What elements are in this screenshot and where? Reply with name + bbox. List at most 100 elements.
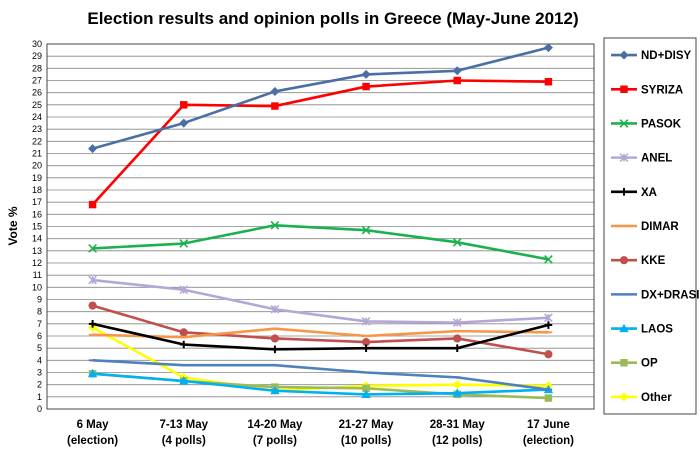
x-tick-label: (4 polls) [162, 435, 206, 447]
data-point [179, 340, 188, 349]
series-kke [88, 301, 553, 359]
series-nd-disy [88, 43, 553, 154]
legend-label: ND+DISY [641, 50, 691, 62]
x-tick-label: 14-20 May [247, 419, 303, 431]
y-tick-label: 14 [32, 234, 42, 244]
legend-label: DIMAR [641, 221, 679, 233]
x-tick-label: (election) [523, 435, 574, 447]
data-point [453, 76, 461, 85]
chart-title: Election results and opinion polls in Gr… [87, 9, 578, 28]
series-line [92, 372, 549, 396]
x-tick-label: 28-31 May [430, 419, 486, 431]
data-point [88, 144, 98, 154]
legend-item: KKE [611, 255, 666, 267]
legend-label: LAOS [641, 324, 673, 336]
data-point [619, 119, 629, 128]
data-point [544, 350, 553, 359]
data-point [453, 334, 462, 343]
series-line [92, 46, 549, 150]
data-point [88, 275, 97, 285]
data-point [452, 66, 462, 76]
data-point [544, 321, 553, 329]
y-tick-label: 24 [32, 112, 42, 122]
series-other [88, 322, 553, 396]
y-tick-label: 17 [32, 197, 42, 207]
data-point [270, 304, 280, 314]
data-point [619, 323, 629, 333]
y-tick-label: 23 [32, 124, 42, 134]
y-tick-label: 16 [32, 209, 42, 219]
legend-item: DX+DRASI [611, 289, 699, 301]
data-point [179, 328, 188, 337]
data-point [361, 389, 371, 398]
y-tick-label: 10 [32, 282, 42, 292]
legend-item: LAOS [611, 324, 673, 336]
series-dx-drasi [88, 359, 553, 391]
data-point [88, 320, 97, 328]
y-tick-label: 25 [32, 100, 42, 110]
y-tick-label: 22 [32, 136, 42, 146]
series-pasok [88, 220, 553, 264]
legend-label: OP [641, 358, 658, 370]
legend-item: SYRIZA [611, 84, 683, 96]
data-point [453, 344, 462, 352]
y-tick-label: 12 [32, 258, 42, 268]
data-point [88, 200, 97, 209]
data-point [620, 85, 628, 94]
y-tick-label: 6 [37, 331, 42, 341]
legend-label: KKE [641, 255, 666, 267]
data-point [544, 394, 553, 402]
data-point [619, 392, 629, 402]
legend-item: PASOK [611, 118, 682, 130]
data-point [544, 254, 553, 264]
x-tick-label: 17 June [527, 419, 570, 431]
data-point [179, 376, 189, 385]
series-line [92, 278, 549, 324]
data-point [271, 102, 279, 110]
data-point [362, 82, 370, 91]
y-tick-label: 4 [37, 355, 42, 365]
x-tick-label: (7 polls) [253, 435, 297, 447]
y-tick-label: 26 [32, 88, 42, 98]
x-tick-label: (12 polls) [432, 435, 483, 447]
series-xa [88, 320, 553, 354]
x-tick-label: 6 May [77, 419, 110, 431]
legend-label: PASOK [641, 118, 682, 130]
legend-item: DIMAR [611, 221, 679, 233]
x-tick-label: (10 polls) [341, 435, 392, 447]
y-tick-label: 0 [37, 404, 42, 414]
legend-item: Other [611, 392, 672, 404]
y-tick-label: 15 [32, 222, 42, 232]
y-tick-label: 8 [37, 307, 42, 317]
data-point [361, 225, 371, 235]
y-tick-label: 21 [32, 149, 42, 159]
y-tick-label: 2 [37, 380, 42, 390]
data-point [452, 237, 462, 247]
y-tick-label: 27 [32, 76, 42, 86]
data-point [452, 380, 462, 390]
y-tick-label: 19 [32, 173, 42, 183]
series-lines [87, 43, 554, 402]
data-point [544, 77, 553, 86]
y-tick-label: 13 [32, 246, 42, 256]
data-point [179, 239, 189, 248]
series-line [92, 359, 549, 391]
data-point [544, 313, 553, 323]
y-tick-label: 11 [33, 270, 42, 280]
legend-label: Other [641, 392, 672, 404]
series-anel [88, 275, 553, 327]
data-point [543, 43, 553, 53]
legend: ND+DISY SYRIZA PASOK ANEL XA DIMAR KKE DX+DRASI… [603, 37, 699, 415]
data-point [271, 345, 279, 354]
legend-item: ANEL [611, 153, 672, 165]
legend-label: XA [641, 187, 657, 199]
y-tick-label: 28 [32, 63, 42, 73]
legend-item: XA [611, 187, 657, 199]
data-point [452, 318, 462, 327]
data-point [619, 50, 629, 60]
y-tick-label: 20 [32, 161, 42, 171]
data-point [619, 153, 629, 163]
data-point [179, 285, 189, 295]
data-point [270, 334, 280, 343]
